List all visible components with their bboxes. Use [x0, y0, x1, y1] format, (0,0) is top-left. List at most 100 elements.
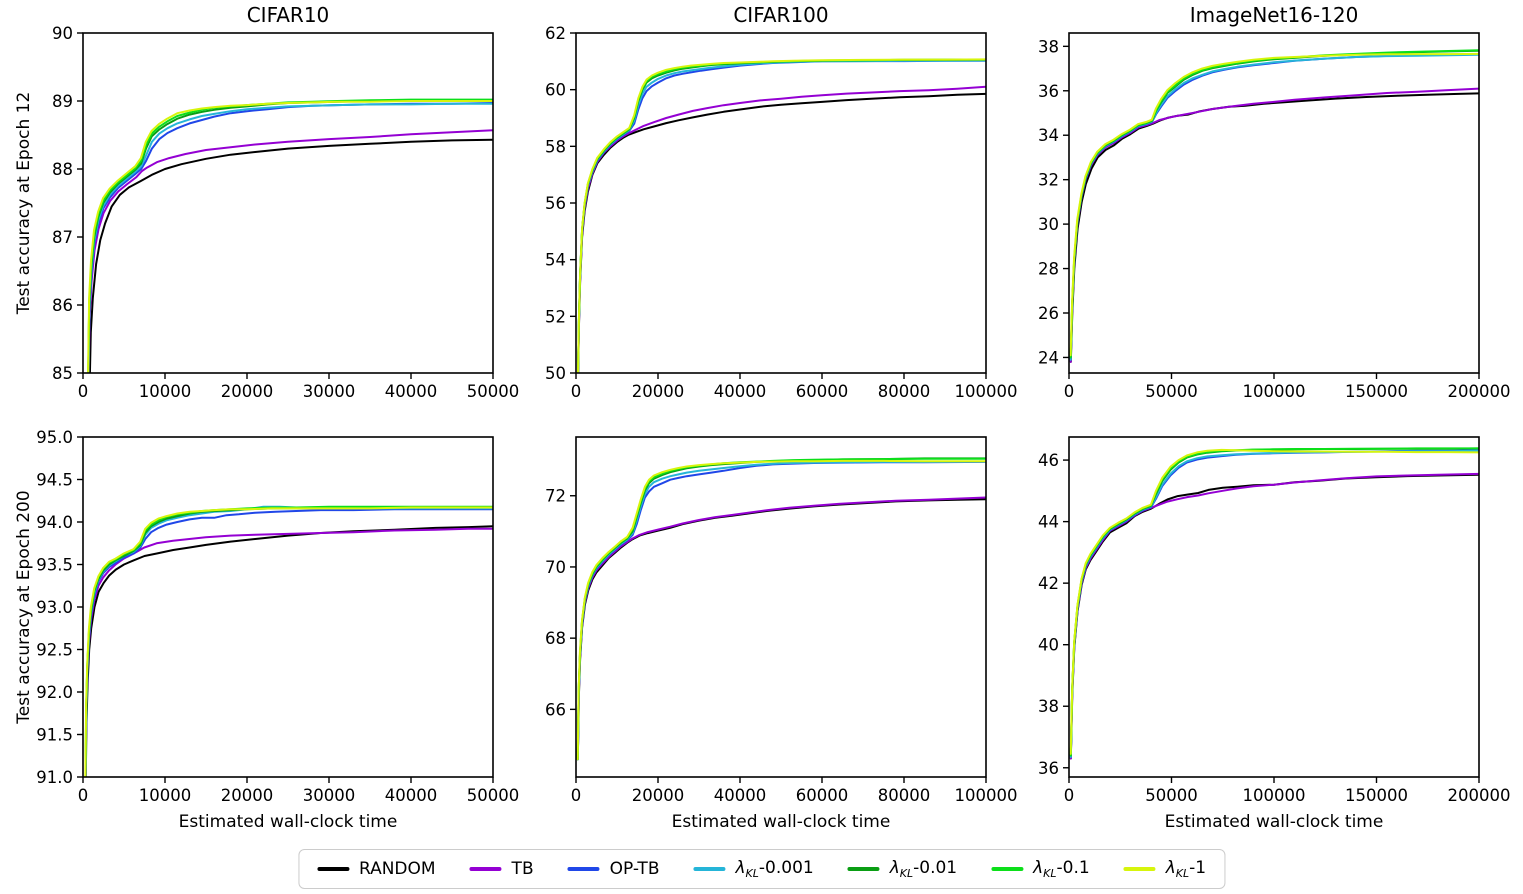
chart-cifar10-epoch200: 0 10000 20000 30000 40000 50000 91.0 91.5 92.0 92…: [14, 428, 519, 832]
x-tick-label: 50000: [467, 382, 520, 401]
legend-label: λKL-0.01: [889, 858, 958, 880]
y-tick-label: 91.5: [36, 726, 73, 745]
legend-label: TB: [511, 859, 534, 879]
y-tick-label: 89: [52, 92, 73, 111]
chart-imagenet16-120-epoch200: 0 50000 100000 150000 200000 36 38 40 42 44 46 Esti…: [1038, 436, 1511, 832]
legend-swatch-op-tb: [567, 867, 600, 871]
chart-cifar100-epoch200: 0 20000 40000 60000 80000 100000 66 68 70 72 Estim…: [545, 436, 1018, 832]
y-tick-label: 91.0: [36, 768, 73, 787]
axes-frame: [575, 436, 987, 778]
x-tick-label: 40000: [385, 786, 438, 805]
x-tick-label: 200000: [1448, 786, 1511, 805]
x-tick-label: 60000: [796, 382, 849, 401]
x-tick-label: 80000: [878, 786, 931, 805]
series-random: [84, 525, 493, 777]
legend-item-op-tb: OP-TB: [567, 859, 659, 879]
series-lambda-kl-0-1: [1069, 447, 1479, 757]
y-tick-label: 34: [1038, 126, 1059, 145]
series-lambda-kl-1: [576, 459, 986, 761]
y-tick-label: 93.5: [36, 556, 73, 575]
x-tick-label: 20000: [632, 382, 685, 401]
y-tick-label: 42: [1038, 574, 1059, 593]
series-lambda-kl-1: [577, 58, 986, 373]
y-tick-label: 86: [52, 296, 73, 315]
y-axis-label: Test accuracy at Epoch 200: [14, 490, 34, 724]
legend-item-lambda-kl-0-01: λKL-0.01: [847, 858, 958, 880]
y-tick-label: 58: [545, 137, 566, 156]
x-axis-label: Estimated wall-clock time: [672, 812, 891, 832]
y-tick-label: 46: [1038, 451, 1059, 470]
series-tb: [84, 527, 493, 777]
y-tick-label: 92.5: [36, 641, 73, 660]
x-tick-label: 50000: [1145, 786, 1198, 805]
legend-swatch-lambda-kl-0-01: [847, 867, 880, 871]
x-tick-label: 0: [571, 786, 582, 805]
x-axis-label: Estimated wall-clock time: [1165, 812, 1384, 832]
series-lambda-kl-0-01: [1069, 49, 1479, 359]
y-axis-label: Test accuracy at Epoch 12: [14, 92, 34, 316]
y-tick-label: 68: [545, 629, 566, 648]
x-tick-label: 20000: [632, 786, 685, 805]
y-tick-label: 72: [545, 487, 566, 506]
legend-item-lambda-kl-1: λKL-1: [1123, 858, 1207, 880]
series-random: [1069, 92, 1479, 363]
series-op-tb: [84, 508, 493, 777]
chart-title: ImageNet16-120: [1190, 3, 1359, 27]
y-tick-label: 60: [545, 81, 566, 100]
y-tick-label: 28: [1038, 260, 1059, 279]
axes-frame: [1068, 436, 1480, 778]
y-tick-label: 87: [52, 228, 73, 247]
series-lambda-kl-0-001: [1069, 53, 1479, 361]
legend-item-tb: TB: [469, 859, 534, 879]
y-tick-label: 88: [52, 160, 73, 179]
y-tick-label: 93.0: [36, 598, 73, 617]
series-lambda-kl-1: [1069, 448, 1479, 755]
series-random: [88, 138, 493, 373]
x-axis-label: Estimated wall-clock time: [179, 812, 398, 832]
x-tick-label: 60000: [796, 786, 849, 805]
y-tick-label: 36: [1038, 759, 1059, 778]
legend: RANDOM TB OP-TB λKL-0.001 λKL-0.01 λKL-0.1 λKL…: [297, 849, 1226, 889]
x-tick-label: 0: [1064, 786, 1075, 805]
legend-label: λKL-0.1: [1033, 858, 1090, 880]
y-tick-label: 94.0: [36, 513, 73, 532]
y-tick-label: 24: [1038, 348, 1059, 367]
y-tick-label: 70: [545, 558, 566, 577]
axes-frame: [1068, 32, 1480, 374]
axes-frame: [82, 32, 494, 374]
x-tick-label: 200000: [1448, 382, 1511, 401]
series-op-tb: [1069, 53, 1479, 361]
chart-imagenet16-120-epoch12: 0 50000 100000 150000 200000 24 26 28 30 32 34 36 38…: [1038, 3, 1511, 401]
legend-label: λKL-1: [1165, 858, 1207, 880]
x-tick-label: 30000: [303, 786, 356, 805]
axes-frame: [575, 32, 987, 374]
x-tick-label: 30000: [303, 382, 356, 401]
legend-swatch-lambda-kl-0-1: [991, 867, 1024, 871]
legend-swatch-lambda-kl-0-001: [693, 867, 726, 871]
y-tick-label: 92.0: [36, 683, 73, 702]
y-tick-label: 38: [1038, 697, 1059, 716]
series-op-tb: [1069, 449, 1479, 758]
x-tick-label: 40000: [385, 382, 438, 401]
series-lambda-kl-0-01: [1069, 447, 1479, 757]
x-tick-label: 150000: [1345, 786, 1408, 805]
x-tick-label: 20000: [221, 786, 274, 805]
series-lambda-kl-0-1: [1069, 49, 1479, 359]
legend-item-lambda-kl-0-001: λKL-0.001: [693, 858, 814, 880]
series-lambda-kl-0-001: [1069, 449, 1479, 758]
legend-swatch-lambda-kl-1: [1123, 867, 1156, 871]
y-tick-label: 52: [545, 307, 566, 326]
legend-item-random: RANDOM: [316, 859, 436, 879]
x-tick-label: 40000: [714, 382, 767, 401]
y-tick-label: 94.5: [36, 471, 73, 490]
x-tick-label: 100000: [955, 382, 1018, 401]
y-tick-label: 38: [1038, 37, 1059, 56]
series-op-tb: [577, 59, 986, 373]
x-tick-label: 150000: [1345, 382, 1408, 401]
legend-label: λKL-0.001: [735, 858, 814, 880]
x-tick-label: 0: [78, 786, 89, 805]
series-lambda-kl-1: [84, 506, 493, 777]
series-tb: [577, 85, 986, 373]
x-tick-label: 40000: [714, 786, 767, 805]
y-tick-label: 40: [1038, 636, 1059, 655]
